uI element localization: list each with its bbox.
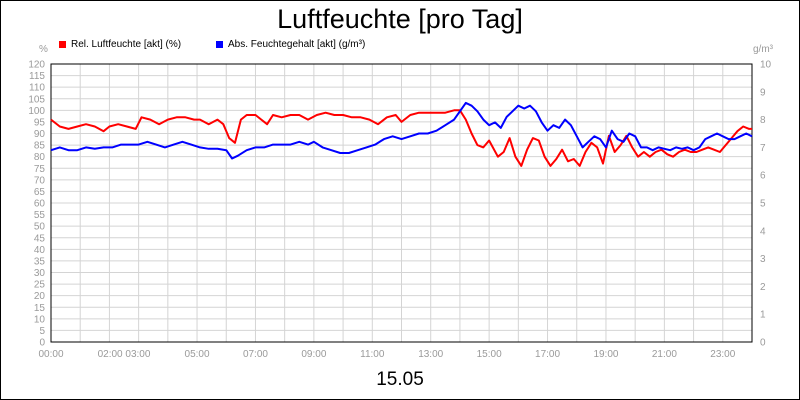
y-left-tick-label: 85 — [34, 141, 46, 152]
y-left-tick-label: 40 — [34, 245, 46, 256]
y-left-tick-label: 60 — [34, 199, 46, 210]
left-axis-unit: % — [39, 44, 48, 55]
y-right-tick-label: 4 — [760, 226, 766, 237]
right-axis-unit: g/m³ — [753, 44, 773, 55]
y-left-tick-label: 110 — [29, 83, 45, 94]
y-left-tick-label: 70 — [34, 175, 46, 186]
y-left-tick-label: 20 — [34, 291, 46, 302]
y-right-tick-label: 10 — [760, 60, 772, 71]
y-left-tick-label: 0 — [39, 338, 45, 349]
x-tick-label: 00:00 — [38, 349, 63, 360]
x-tick-label: 02:00 03:00 — [98, 349, 151, 360]
y-right-tick-label: 8 — [760, 115, 766, 126]
legend-swatch-red — [59, 41, 66, 48]
y-right-tick-label: 0 — [760, 338, 766, 349]
y-left-tick-label: 25 — [34, 280, 46, 291]
x-tick-label: 15:00 — [477, 349, 502, 360]
legend-swatch-blue — [216, 41, 223, 48]
y-left-tick-label: 80 — [34, 152, 46, 163]
y-left-tick-label: 5 — [39, 326, 45, 337]
y-left-tick-label: 65 — [34, 187, 46, 198]
x-tick-label: 13:00 — [418, 349, 443, 360]
y-left-tick-label: 90 — [34, 129, 46, 140]
x-tick-label: 21:00 — [652, 349, 677, 360]
legend-item-rel-humidity: Rel. Luftfeuchte [akt] (%) — [59, 39, 181, 50]
y-left-tick-label: 35 — [34, 256, 46, 267]
x-tick-label: 07:00 — [243, 349, 268, 360]
y-left-tick-label: 10 — [34, 314, 46, 325]
y-left-tick-label: 75 — [34, 164, 46, 175]
series-line-abs-humidity — [50, 101, 753, 160]
y-left-tick-label: 120 — [28, 60, 45, 71]
chart-title: Luftfeuchte [pro Tag] — [277, 4, 523, 34]
x-tick-label: 05:00 — [185, 349, 210, 360]
x-tick-label: 11:00 — [360, 349, 385, 360]
y-left-tick-label: 50 — [34, 222, 46, 233]
y-right-tick-label: 1 — [760, 310, 766, 321]
y-left-tick-label: 15 — [34, 303, 46, 314]
legend-label: Abs. Feuchtegehalt [akt] (g/m³) — [228, 39, 366, 50]
y-left-tick-label: 30 — [34, 268, 46, 279]
x-tick-label: 23:00 — [710, 349, 735, 360]
x-tick-label: 09:00 — [301, 349, 326, 360]
y-left-tick-label: 95 — [34, 117, 46, 128]
y-right-tick-label: 7 — [760, 143, 766, 154]
y-left-tick-label: 55 — [34, 210, 46, 221]
legend-label: Rel. Luftfeuchte [akt] (%) — [71, 39, 182, 50]
legend-item-abs-humidity: Abs. Feuchtegehalt [akt] (g/m³) — [216, 39, 365, 50]
x-tick-label: 19:00 — [593, 349, 618, 360]
y-right-tick-label: 6 — [760, 171, 766, 182]
y-right-tick-label: 2 — [760, 282, 766, 293]
y-left-tick-label: 45 — [34, 233, 46, 244]
y-right-tick-label: 3 — [760, 254, 766, 265]
y-left-tick-label: 100 — [28, 106, 45, 117]
x-axis-date-label: 15.05 — [376, 369, 424, 390]
x-tick-label: 17:00 — [535, 349, 560, 360]
plot-border — [50, 63, 753, 343]
y-left-tick-label: 115 — [29, 71, 45, 82]
y-right-tick-label: 9 — [760, 87, 766, 98]
y-right-tick-label: 5 — [760, 199, 766, 210]
series-line-rel-humidity — [50, 109, 752, 167]
y-left-tick-label: 105 — [28, 94, 45, 105]
